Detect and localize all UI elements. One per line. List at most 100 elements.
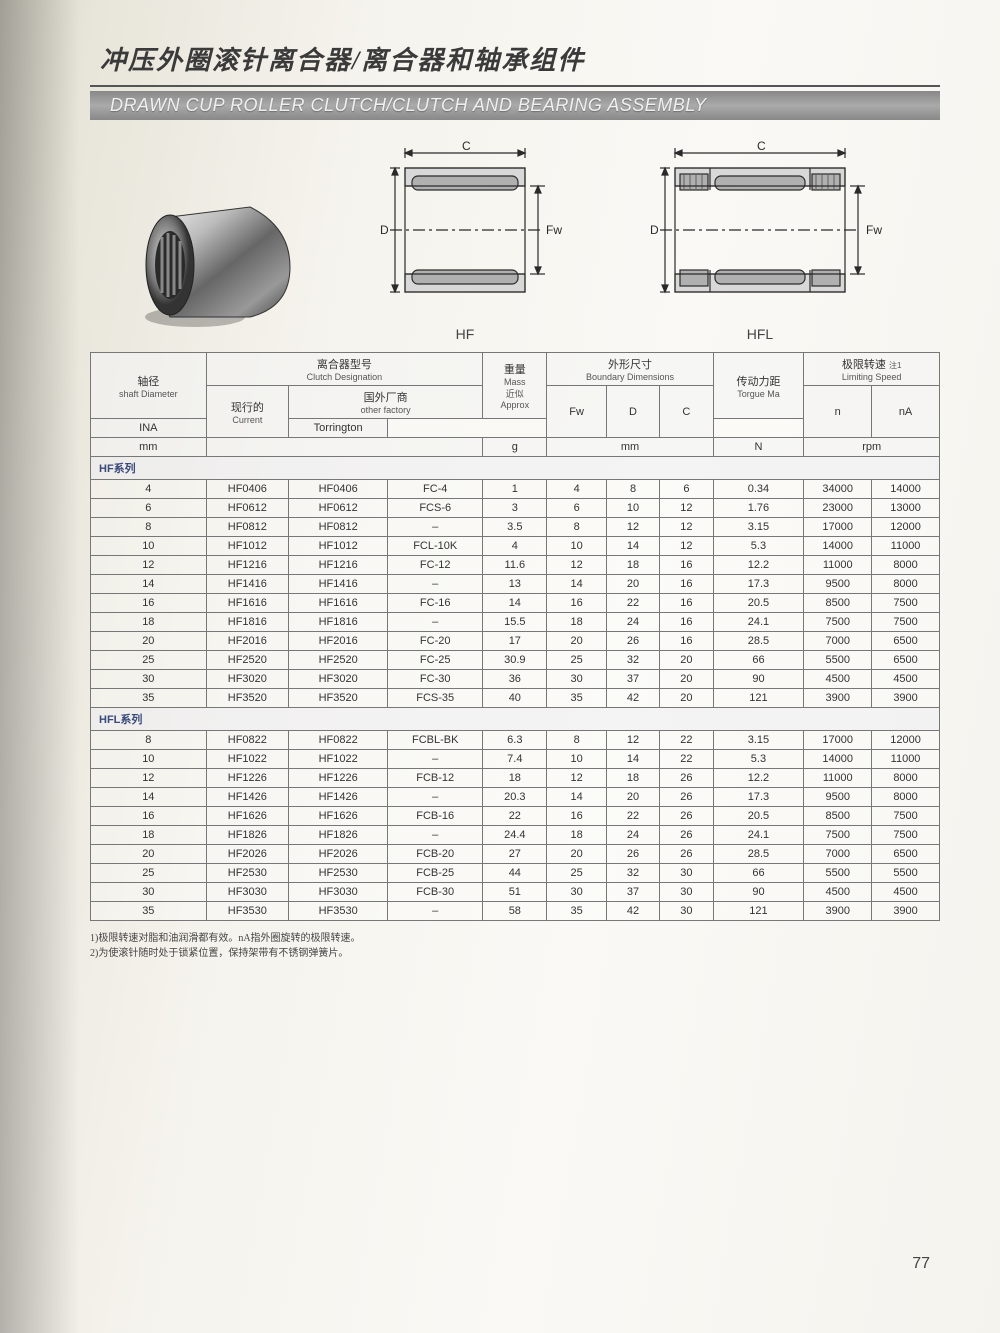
table-cell: 9500 [804, 575, 872, 594]
table-cell: 35 [91, 902, 207, 921]
table-cell: 5.3 [713, 537, 804, 556]
table-cell: 17 [483, 632, 547, 651]
table-cell: FCB-20 [388, 845, 483, 864]
table-cell: FC-25 [388, 651, 483, 670]
table-cell: 30 [547, 883, 606, 902]
table-cell: 18 [606, 769, 659, 788]
table-cell: 8000 [872, 575, 940, 594]
table-cell: 4 [91, 480, 207, 499]
table-cell: 44 [483, 864, 547, 883]
table-cell: 11000 [872, 537, 940, 556]
table-cell: 18 [91, 826, 207, 845]
table-cell: HF3530 [289, 902, 388, 921]
table-cell: HF0406 [206, 480, 288, 499]
table-cell: HF1416 [206, 575, 288, 594]
table-cell: 51 [483, 883, 547, 902]
table-cell: 3900 [872, 689, 940, 708]
table-cell: 16 [660, 613, 713, 632]
table-cell: 3900 [804, 902, 872, 921]
table-cell: 5.3 [713, 750, 804, 769]
table-cell: HF1022 [206, 750, 288, 769]
table-cell: 17.3 [713, 788, 804, 807]
table-cell: 6 [547, 499, 606, 518]
table-cell: 42 [606, 689, 659, 708]
table-cell: 3.5 [483, 518, 547, 537]
table-cell: 30 [660, 864, 713, 883]
table-body-hf: HF系列 4HF0406HF0406FC-414860.343400014000… [91, 457, 940, 708]
table-row: 10HF1022HF1022–7.41014225.31400011000 [91, 750, 940, 769]
diagram-row: C D [130, 140, 940, 342]
table-cell: 4500 [804, 670, 872, 689]
table-cell: FC-12 [388, 556, 483, 575]
table-cell: 3.15 [713, 731, 804, 750]
table-cell: 24.4 [483, 826, 547, 845]
table-cell: 12000 [872, 731, 940, 750]
table-cell: FC-16 [388, 594, 483, 613]
table-cell: 14 [91, 575, 207, 594]
table-cell: 20 [91, 632, 207, 651]
table-cell: 22 [483, 807, 547, 826]
table-cell: – [388, 902, 483, 921]
footnote-1: 1)极限转速对脂和油润滑都有效。nA指外圈旋转的极限转速。 [90, 931, 940, 946]
table-cell: 17000 [804, 731, 872, 750]
table-row: 10HF1012HF1012FCL-10K41014125.3140001100… [91, 537, 940, 556]
svg-text:D: D [380, 223, 389, 237]
table-cell: HF0822 [206, 731, 288, 750]
table-cell: HF3530 [206, 902, 288, 921]
table-cell: 20.5 [713, 807, 804, 826]
table-cell: 121 [713, 689, 804, 708]
table-cell: 8000 [872, 769, 940, 788]
table-cell: 7000 [804, 632, 872, 651]
table-cell: HF1616 [289, 594, 388, 613]
table-cell: HF0612 [289, 499, 388, 518]
table-cell: HF0812 [289, 518, 388, 537]
table-body-hfl: HFL系列 8HF0822HF0822FCBL-BK6.3812223.1517… [91, 708, 940, 921]
table-cell: FCB-12 [388, 769, 483, 788]
table-cell: 8 [547, 518, 606, 537]
table-row: 20HF2016HF2016FC-201720261628.570006500 [91, 632, 940, 651]
table-cell: 14 [91, 788, 207, 807]
table-cell: 10 [547, 750, 606, 769]
table-cell: 42 [606, 902, 659, 921]
table-cell: 1.76 [713, 499, 804, 518]
table-cell: 10 [606, 499, 659, 518]
table-cell: 10 [91, 750, 207, 769]
table-cell: – [388, 788, 483, 807]
table-cell: 28.5 [713, 632, 804, 651]
th-mass: 重量 Mass 近似 Approx [483, 353, 547, 419]
table-cell: 30 [91, 883, 207, 902]
table-cell: 4500 [872, 670, 940, 689]
table-cell: 25 [547, 651, 606, 670]
table-cell: 24.1 [713, 826, 804, 845]
table-cell: HF1626 [206, 807, 288, 826]
table-cell: HF2016 [206, 632, 288, 651]
table-cell: 36 [483, 670, 547, 689]
table-cell: 26 [606, 632, 659, 651]
table-cell: 4 [547, 480, 606, 499]
table-header: 轴径 shaft Diameter 离合器型号 Clutch Designati… [91, 353, 940, 457]
table-cell: 32 [606, 651, 659, 670]
table-cell: HF1416 [289, 575, 388, 594]
svg-text:C: C [462, 140, 471, 153]
table-cell: 4500 [804, 883, 872, 902]
table-cell: FC-20 [388, 632, 483, 651]
table-cell: 37 [606, 670, 659, 689]
diagram-hfl: C [620, 140, 900, 342]
table-cell: 4 [483, 537, 547, 556]
th-unit-mm2: mm [547, 438, 713, 457]
table-cell: 20 [91, 845, 207, 864]
table-cell: 20.5 [713, 594, 804, 613]
table-cell: HF1816 [206, 613, 288, 632]
table-cell: – [388, 826, 483, 845]
table-cell: 18 [547, 613, 606, 632]
th-unit-g: g [483, 438, 547, 457]
table-cell: FCBL-BK [388, 731, 483, 750]
table-cell: 14 [483, 594, 547, 613]
table-cell: 14000 [804, 750, 872, 769]
table-cell: 12 [91, 769, 207, 788]
table-row: 14HF1426HF1426–20.314202617.395008000 [91, 788, 940, 807]
th-current: 现行的 Current [206, 386, 288, 438]
table-cell: 3.15 [713, 518, 804, 537]
table-row: 16HF1616HF1616FC-161416221620.585007500 [91, 594, 940, 613]
table-cell: HF1226 [206, 769, 288, 788]
